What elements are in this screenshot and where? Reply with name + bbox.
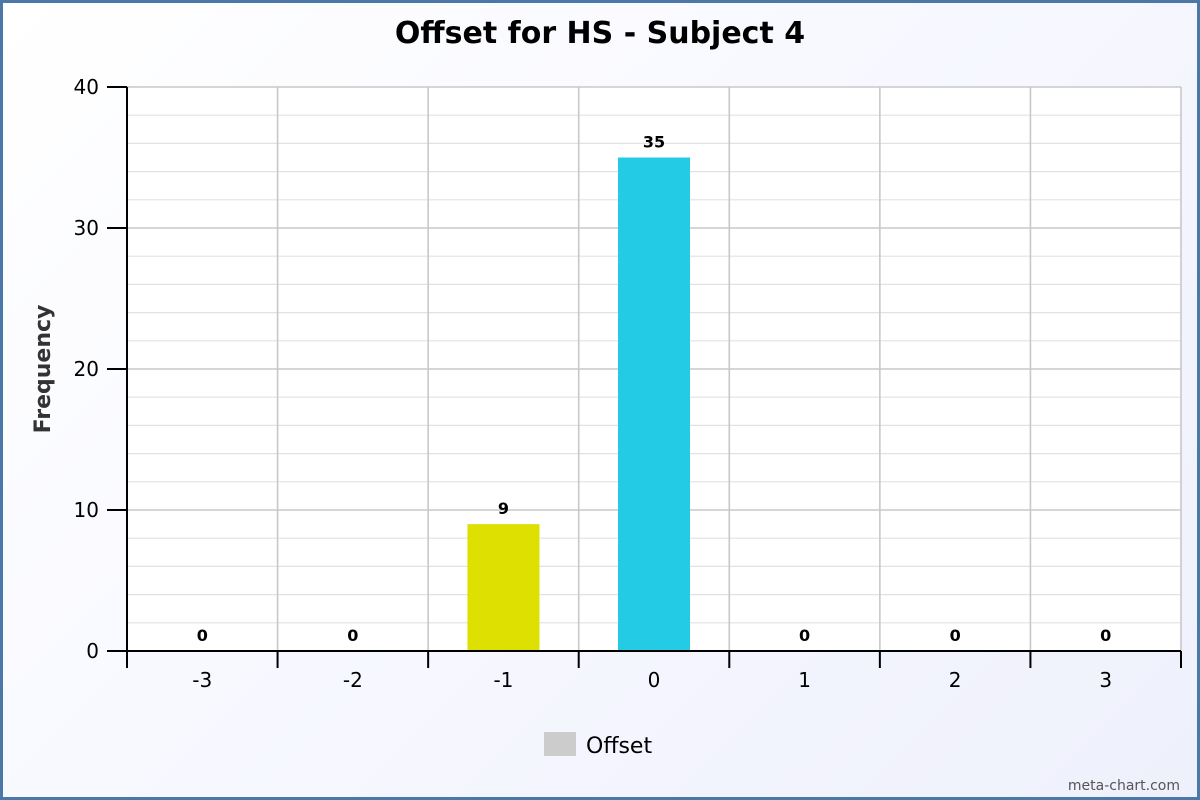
legend[interactable]: Offset — [544, 732, 652, 759]
chart-title: Offset for HS - Subject 4 — [395, 16, 805, 51]
x-tick-label-3: 3 — [1099, 668, 1112, 692]
data-label-0: 35 — [643, 133, 665, 152]
y-tick-label-20: 20 — [74, 357, 99, 381]
legend-swatch[interactable] — [544, 732, 576, 756]
legend-entry-offset[interactable]: Offset — [586, 734, 652, 759]
x-tick-label-0: 0 — [648, 668, 661, 692]
data-label--1: 9 — [498, 499, 509, 518]
x-tick-label--1: -1 — [493, 668, 513, 692]
y-tick-label-0: 0 — [86, 639, 99, 663]
y-tick-label-10: 10 — [74, 498, 99, 522]
data-label--3: 0 — [197, 626, 208, 645]
bar--1[interactable] — [467, 524, 540, 651]
x-tick-label--3: -3 — [192, 668, 212, 692]
x-tick-label-2: 2 — [949, 668, 962, 692]
y-axis-label: Frequency — [31, 305, 56, 434]
x-tick-label-1: 1 — [798, 668, 811, 692]
data-label-3: 0 — [1100, 626, 1111, 645]
y-tick-label-40: 40 — [74, 75, 99, 99]
data-label--2: 0 — [347, 626, 358, 645]
bar-0[interactable] — [618, 157, 690, 652]
bars — [467, 157, 690, 652]
axes — [107, 86, 1182, 668]
x-tick-label--2: -2 — [343, 668, 363, 692]
data-label-1: 0 — [799, 626, 810, 645]
data-label-2: 0 — [950, 626, 961, 645]
credit-text: meta-chart.com — [1068, 778, 1180, 794]
y-tick-label-30: 30 — [74, 216, 99, 240]
labels: 0 0 9 35 0 0 0 0 10 20 30 40 -3 -2 -1 0 1 2 3 — [74, 75, 1113, 692]
